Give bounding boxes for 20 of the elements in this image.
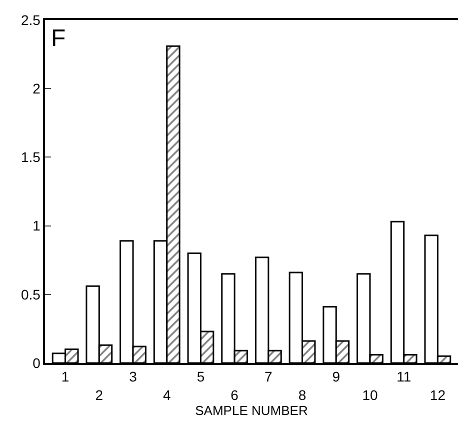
y-tick-label: 0	[32, 354, 41, 371]
x-tick-label: 2	[95, 386, 104, 403]
x-tick-label: 7	[264, 368, 273, 385]
y-tick-label: 2.5	[20, 12, 41, 28]
x-tick-label: 3	[129, 368, 138, 385]
x-tick-label: 8	[298, 386, 306, 403]
y-tick-label: 0.5	[20, 286, 41, 302]
x-axis-title: SAMPLE NUMBER	[195, 402, 308, 418]
y-tick-label: 2	[32, 80, 41, 96]
annotation: F	[51, 25, 66, 52]
x-tick-label: 6	[230, 386, 239, 403]
x-tick-label: 5	[196, 368, 205, 385]
x-tick-label: 11	[396, 368, 412, 385]
y-tick-label: 1	[32, 218, 41, 234]
x-tick-label: 1	[61, 368, 70, 385]
y-tick-label: 1.5	[20, 149, 41, 166]
x-tick-label: 4	[162, 386, 171, 403]
x-tick-label: 10	[362, 386, 378, 403]
x-tick-label: 12	[430, 386, 446, 403]
x-tick-label: 9	[332, 368, 340, 385]
